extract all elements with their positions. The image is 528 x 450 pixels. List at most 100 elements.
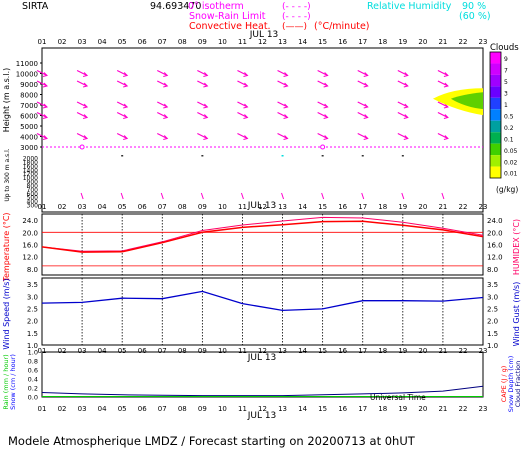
cloud-scale-swatch-4 (490, 97, 501, 110)
height-tick-7000: 7000 (20, 102, 38, 110)
hour-label-1-03: 03 (78, 203, 87, 211)
hour-label-2-06: 06 (138, 347, 147, 355)
hour-label-1-02: 02 (58, 203, 67, 211)
wind-arrow-head-10000-21 (443, 72, 449, 77)
legend-convective-marker: (——) (282, 22, 307, 32)
temp-tick-20: 20.0 (22, 229, 38, 237)
wind-arrow-head-9000-3 (82, 82, 89, 88)
hour-label-1-16: 16 (338, 203, 347, 211)
hour-label-3-07: 07 (158, 405, 167, 413)
hour-label-0-13: 13 (278, 38, 287, 46)
height-panel-frame (41, 47, 484, 213)
height-tick-low-500: 500 (27, 195, 39, 202)
wind-arrow-head-6000-3 (82, 114, 89, 119)
hour-label-0-23: 23 (479, 38, 488, 46)
height-tick-4000: 4000 (20, 134, 38, 142)
wind-arrow-head-4000-15 (323, 135, 329, 140)
hour-label-2-12: 12 (258, 347, 267, 355)
wind-arrow-9000-1 (36, 80, 48, 87)
hour-label-0-14: 14 (298, 38, 307, 46)
wind-arrow-4000-11 (237, 132, 248, 140)
wind-arrow-head-9000-13 (283, 82, 289, 88)
wind-arrow-head-7000-5 (123, 103, 129, 109)
hour-label-1-22: 22 (458, 203, 467, 211)
snow-depth-axis-label: Snow Depth (cm) (507, 356, 515, 412)
wind-arrow-head-4000-17 (363, 135, 369, 140)
legend-isotherm: 0° isotherm (- - - -) (188, 1, 311, 12)
hour-label-1-06: 06 (138, 203, 147, 211)
hour-label-0-11: 11 (238, 38, 247, 46)
hour-label-2-14: 14 (298, 347, 307, 355)
precip-tick-0.8: 0.8 (28, 358, 38, 366)
legend-convective-unit: (°C/minute) (314, 21, 370, 32)
wind-arrow-head-10000-3 (82, 72, 89, 77)
height-tick-8000: 8000 (20, 92, 38, 100)
temp-tick-12: 12.0 (22, 254, 38, 262)
wind-arrow-7000-9 (197, 101, 208, 108)
hour-label-2-08: 08 (178, 347, 187, 355)
hour-label-1-17: 17 (358, 203, 367, 211)
wind-arrow-head-4000-7 (163, 135, 169, 140)
legend-snow-rain: Snow-Rain Limit (- - - -) (189, 11, 311, 22)
wind-arrow-head-10000-5 (123, 72, 129, 77)
hour-label-1-08: 08 (178, 203, 187, 211)
cloud-scale-swatch-1 (490, 63, 501, 75)
wind-tick-3: 3.0 (27, 293, 38, 301)
wind-arrow-head-7000-7 (163, 103, 169, 109)
height-tick-6000: 6000 (20, 113, 38, 121)
wind-arrow-head-7000-17 (363, 103, 369, 109)
cloud-scale-frame (489, 51, 502, 179)
hour-label-2-20: 20 (418, 347, 427, 355)
low-level-dot-13 (281, 155, 284, 157)
hour-label-3-08: 08 (178, 405, 187, 413)
snow-axis-label: Snow (cm / hour) (9, 354, 17, 410)
wind-arrow-6000-3 (76, 111, 88, 119)
height-tick-low-1800: 1800 (23, 159, 38, 166)
wind-arrow-7000-11 (237, 101, 248, 108)
wind-tick-3.5: 3.5 (27, 281, 38, 289)
wind-arrow-10000-9 (197, 69, 208, 77)
wind-arrow-10000-13 (277, 69, 288, 77)
cloud-scale-title: Clouds (490, 43, 519, 53)
wind-arrow-4000-1 (36, 132, 48, 140)
wind-arrow-head-9000-19 (403, 82, 409, 88)
low-level-dot-17 (361, 155, 364, 157)
wind-arrow-head-4000-9 (203, 135, 209, 140)
hour-label-3-06: 06 (138, 405, 147, 413)
wind-arrow-4000-19 (397, 132, 409, 140)
station-coords: 94.693470 (150, 1, 201, 12)
hour-label-2-04: 04 (98, 347, 107, 355)
cloud-scale-label-2: 5 (504, 79, 508, 86)
legend-rh-60: (60 %) (459, 11, 491, 22)
height-tick-low-1400: 1400 (23, 167, 38, 174)
hour-label-3-18: 18 (378, 405, 387, 413)
cloud-scale-unit: (g/kg) (496, 185, 518, 194)
hour-label-3-05: 05 (118, 405, 127, 413)
legend-convective: Convective Heat. (——) (°C/minute) (189, 21, 370, 32)
humidex-line (41, 216, 484, 252)
hour-label-2-19: 19 (398, 347, 407, 355)
wind-arrow-6000-11 (237, 111, 248, 119)
cloud-scale-swatch-3 (490, 86, 501, 98)
forecast-footer: Modele Atmospherique LMDZ / Forecast sta… (8, 434, 416, 448)
hour-label-1-19: 19 (398, 203, 407, 211)
hour-label-1-15: 15 (318, 203, 327, 211)
wind-arrow-4000-17 (357, 132, 368, 140)
hour-label-1-11: 11 (238, 203, 247, 211)
low-wind-tick-11 (240, 192, 244, 200)
gust-tick-1.5: 1.5 (487, 330, 498, 338)
wind-arrow-head-7000-15 (323, 103, 329, 109)
hour-label-1-12: 12 (258, 203, 267, 211)
legend-snow-rain-marker: (- - - -) (282, 12, 311, 22)
hour-label-2-02: 02 (58, 347, 67, 355)
hour-label-0-20: 20 (418, 38, 427, 46)
hour-label-1-21: 21 (438, 203, 447, 211)
wind-arrow-9000-21 (437, 80, 449, 87)
wind-panel-frame (41, 277, 484, 346)
cloud-scale-swatch-0 (490, 52, 501, 64)
wind-arrow-head-10000-19 (403, 72, 409, 77)
wind-arrow-10000-11 (237, 69, 248, 77)
wind-arrow-head-10000-9 (203, 72, 209, 77)
hour-label-3-23: 23 (479, 405, 488, 413)
